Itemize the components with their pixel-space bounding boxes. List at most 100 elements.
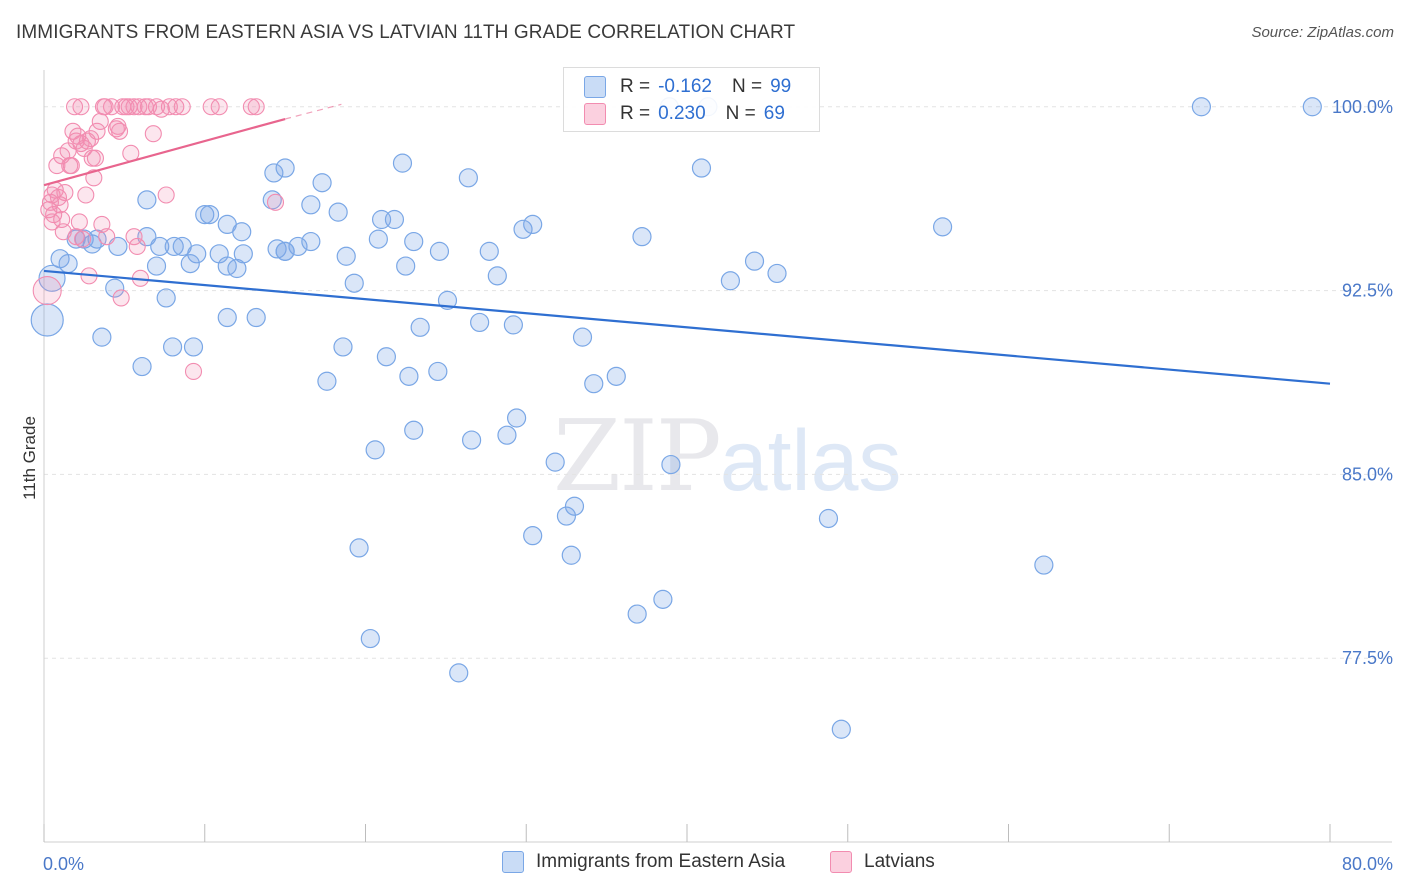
data-point-immigrants bbox=[232, 222, 252, 242]
data-point-latvians bbox=[64, 122, 82, 140]
series-legend: Immigrants from Eastern Asia Latvians bbox=[0, 851, 1406, 877]
data-point-immigrants bbox=[384, 209, 405, 230]
data-point-latvians bbox=[48, 157, 66, 175]
data-point-immigrants bbox=[932, 217, 953, 237]
data-point-immigrants bbox=[1034, 555, 1054, 575]
data-point-immigrants bbox=[288, 236, 308, 257]
data-point-immigrants bbox=[627, 604, 647, 624]
data-point-immigrants bbox=[137, 227, 157, 247]
legend-item-immigrants[interactable]: Immigrants from Eastern Asia bbox=[502, 851, 785, 873]
data-point-immigrants bbox=[233, 244, 253, 264]
correlation-legend: R = -0.162 N = 99 R = 0.230 N = 69 bbox=[563, 67, 820, 132]
data-point-immigrants bbox=[428, 361, 448, 382]
data-point-latvians bbox=[128, 237, 146, 256]
data-point-immigrants bbox=[183, 337, 204, 357]
data-point-immigrants bbox=[691, 158, 712, 178]
data-point-latvians bbox=[54, 223, 72, 241]
data-point-immigrants bbox=[264, 163, 284, 183]
data-point-immigrants bbox=[336, 246, 356, 266]
data-point-immigrants bbox=[545, 452, 565, 472]
legend-n-value: 99 bbox=[770, 76, 792, 97]
data-point-latvians bbox=[144, 125, 162, 143]
data-point-latvians bbox=[130, 98, 148, 116]
data-point-immigrants bbox=[146, 256, 167, 276]
data-point-latvians bbox=[184, 362, 203, 380]
chart-title: IMMIGRANTS FROM EASTERN ASIA VS LATVIAN … bbox=[16, 22, 796, 43]
legend-label: Immigrants from Eastern Asia bbox=[536, 851, 786, 872]
data-point-immigrants bbox=[360, 628, 380, 649]
data-point-immigrants bbox=[523, 214, 543, 234]
data-point-immigrants bbox=[246, 307, 266, 328]
data-point-immigrants bbox=[507, 408, 527, 428]
data-point-immigrants bbox=[429, 241, 450, 261]
data-point-immigrants bbox=[105, 278, 125, 298]
legend-item-latvians[interactable]: Latvians bbox=[830, 851, 935, 873]
x-tick-label: 80.0% bbox=[1342, 854, 1393, 874]
data-point-immigrants bbox=[561, 545, 581, 565]
data-point-latvians bbox=[109, 117, 127, 135]
data-point-immigrants bbox=[572, 327, 593, 347]
y-axis-label: 11th Grade bbox=[20, 416, 39, 500]
legend-label: Latvians bbox=[864, 851, 935, 872]
data-point-latvians bbox=[266, 193, 285, 211]
data-point-immigrants bbox=[156, 288, 176, 308]
data-point-immigrants bbox=[410, 317, 430, 337]
data-point-immigrants bbox=[653, 589, 673, 609]
data-point-immigrants bbox=[344, 273, 364, 293]
data-point-latvians bbox=[77, 186, 95, 204]
data-point-immigrants bbox=[312, 173, 332, 193]
tick-labels: 77.5% 85.0% 92.5% 100.0% 0.0% 80.0% 11th Grade bbox=[20, 97, 1393, 874]
data-point-latvians bbox=[67, 228, 85, 246]
data-point-latvians bbox=[160, 98, 178, 116]
data-point-immigrants bbox=[199, 204, 220, 225]
data-point-immigrants bbox=[328, 202, 348, 222]
data-point-immigrants bbox=[187, 244, 207, 264]
data-point-immigrants bbox=[523, 526, 543, 546]
data-point-immigrants bbox=[275, 158, 295, 178]
y-tick-label: 100.0% bbox=[1332, 97, 1393, 117]
data-point-latvians bbox=[125, 228, 143, 246]
data-point-immigrants bbox=[479, 241, 499, 261]
data-point-latvians bbox=[147, 98, 166, 116]
x-tick-label: 0.0% bbox=[43, 854, 84, 874]
data-point-latvians bbox=[91, 112, 109, 131]
data-point-immigrants bbox=[58, 254, 78, 274]
data-point-latvians bbox=[70, 213, 88, 231]
data-point-latvians bbox=[167, 98, 185, 116]
data-point-immigrants bbox=[333, 337, 353, 357]
legend-row-latvians: R = 0.230 N = 69 bbox=[584, 101, 785, 127]
data-point-immigrants bbox=[30, 303, 64, 337]
data-point-latvians bbox=[173, 98, 191, 116]
data-point-immigrants bbox=[180, 254, 200, 274]
data-point-immigrants bbox=[497, 425, 517, 445]
data-point-latvians bbox=[242, 98, 260, 116]
data-point-immigrants bbox=[108, 236, 128, 257]
data-point-immigrants bbox=[195, 204, 215, 225]
data-point-immigrants bbox=[92, 327, 112, 347]
data-point-latvians bbox=[65, 98, 84, 116]
y-tick-label: 77.5% bbox=[1342, 648, 1393, 668]
data-point-immigrants bbox=[513, 219, 533, 239]
data-point-immigrants bbox=[392, 153, 413, 173]
data-point-immigrants bbox=[584, 374, 604, 394]
data-point-latvians bbox=[247, 98, 265, 116]
data-point-immigrants bbox=[163, 337, 183, 357]
data-point-immigrants bbox=[449, 663, 469, 683]
trend-line-immigrants bbox=[43, 269, 1331, 385]
trend-line-latvians-extension bbox=[284, 103, 342, 120]
legend-swatch-blue bbox=[502, 851, 524, 873]
data-point-latvians bbox=[157, 186, 175, 204]
legend-row-immigrants: R = -0.162 N = 99 bbox=[584, 74, 791, 100]
data-point-latvians bbox=[62, 157, 80, 175]
data-point-latvians bbox=[86, 149, 104, 167]
data-point-latvians bbox=[53, 210, 71, 229]
data-point-immigrants bbox=[368, 229, 388, 249]
data-point-immigrants bbox=[217, 307, 237, 328]
series-latvians-points bbox=[32, 98, 285, 380]
data-point-immigrants bbox=[1191, 97, 1212, 117]
y-tick-label: 92.5% bbox=[1342, 281, 1393, 301]
data-point-immigrants bbox=[301, 195, 321, 215]
data-point-latvians bbox=[98, 228, 116, 246]
data-point-immigrants bbox=[164, 236, 184, 257]
data-point-latvians bbox=[72, 98, 90, 116]
